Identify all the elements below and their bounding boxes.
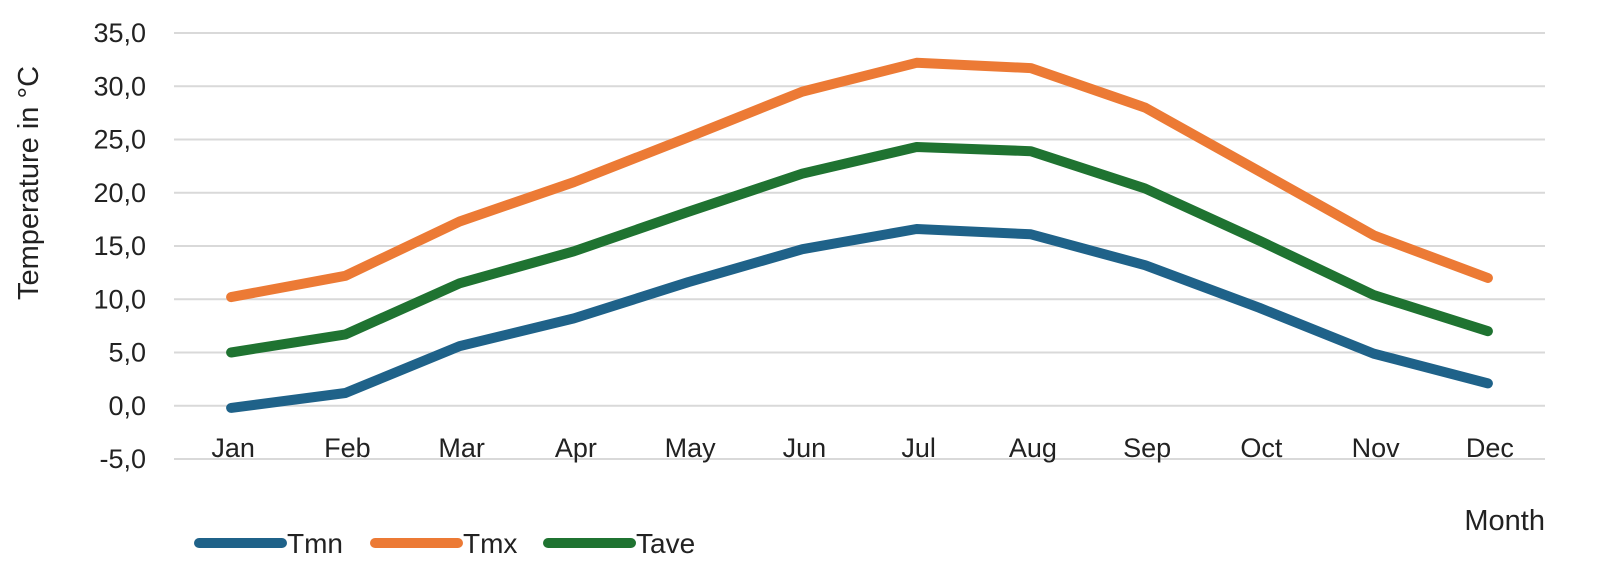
x-tick-label: May xyxy=(665,433,717,463)
data-point-tave xyxy=(684,207,693,216)
x-tick-label: Aug xyxy=(1009,433,1057,463)
data-point-tmn xyxy=(1483,379,1492,388)
data-point-tmx xyxy=(341,271,350,280)
x-tick-label: Jun xyxy=(783,433,827,463)
data-point-tmx xyxy=(912,58,921,67)
data-point-tave xyxy=(1026,147,1035,156)
y-tick-label: 35,0 xyxy=(93,18,146,48)
data-point-tave xyxy=(227,348,236,357)
data-point-tmx xyxy=(569,178,578,187)
data-point-tave xyxy=(1369,290,1378,299)
data-point-tmn xyxy=(1369,349,1378,358)
series-line-tmn xyxy=(226,224,1493,413)
x-axis-title: Month xyxy=(1464,505,1545,537)
y-tick-label: 25,0 xyxy=(93,125,146,155)
gridlines xyxy=(174,32,1545,460)
y-axis-title: Temperature in °C xyxy=(13,66,45,300)
data-point-tmx xyxy=(1369,231,1378,240)
data-point-tmn xyxy=(227,403,236,412)
legend-label-tave: Tave xyxy=(636,528,695,559)
data-point-tmx xyxy=(1026,64,1035,73)
data-point-tmn xyxy=(455,342,464,351)
data-point-tmx xyxy=(455,217,464,226)
x-tick-label: Jul xyxy=(901,433,936,463)
x-tick-label: Jan xyxy=(211,433,255,463)
y-tick-label: 0,0 xyxy=(108,391,146,421)
data-point-tmn xyxy=(1255,303,1264,312)
x-axis-tick-labels: Jan Feb Mar Apr May Jun Jul Aug Sep Oct Nov Dec xyxy=(211,433,1514,463)
x-tick-label: Dec xyxy=(1466,433,1514,463)
x-tick-label: Mar xyxy=(438,433,485,463)
x-tick-label: Nov xyxy=(1352,433,1401,463)
y-tick-label: 20,0 xyxy=(93,178,146,208)
data-point-tave xyxy=(1483,327,1492,336)
x-tick-label: Sep xyxy=(1123,433,1171,463)
series-lines xyxy=(226,57,1493,413)
data-point-tave xyxy=(912,142,921,151)
x-tick-label: Apr xyxy=(555,433,597,463)
legend-label-tmn: Tmn xyxy=(287,528,343,559)
legend-label-tmx: Tmx xyxy=(463,528,517,559)
y-tick-label: 15,0 xyxy=(93,231,146,261)
y-axis-tick-labels: -5,0 0,0 5,0 10,0 15,0 20,0 25,0 30,0 35,0 xyxy=(93,18,146,474)
data-point-tmn xyxy=(912,224,921,233)
series-line-tave xyxy=(226,142,1493,358)
y-tick-label: 5,0 xyxy=(108,338,146,368)
data-point-tmx xyxy=(684,133,693,142)
data-point-tave xyxy=(455,279,464,288)
data-point-tmx xyxy=(1141,103,1150,112)
data-point-tmx xyxy=(798,87,807,96)
data-point-tave xyxy=(1141,184,1150,193)
data-point-tmn xyxy=(1026,230,1035,239)
data-point-tmx xyxy=(1483,273,1492,282)
data-point-tmn xyxy=(1141,261,1150,270)
series-line-tmx xyxy=(226,57,1493,303)
legend: Tmn Tmx Tave xyxy=(194,528,695,559)
data-point-tmn xyxy=(341,388,350,397)
data-point-tmn xyxy=(684,278,693,287)
data-point-tmx xyxy=(227,293,236,302)
y-tick-label: 30,0 xyxy=(93,71,146,101)
y-tick-label: -5,0 xyxy=(99,444,146,474)
data-point-tave xyxy=(1255,236,1264,245)
data-point-tmx xyxy=(1255,167,1264,176)
data-point-tmn xyxy=(798,245,807,254)
y-tick-label: 10,0 xyxy=(93,284,146,314)
data-point-tave xyxy=(798,169,807,178)
data-point-tave xyxy=(569,247,578,256)
x-tick-label: Oct xyxy=(1240,433,1283,463)
data-point-tave xyxy=(341,330,350,339)
data-point-tmn xyxy=(569,314,578,323)
x-tick-label: Feb xyxy=(324,433,371,463)
